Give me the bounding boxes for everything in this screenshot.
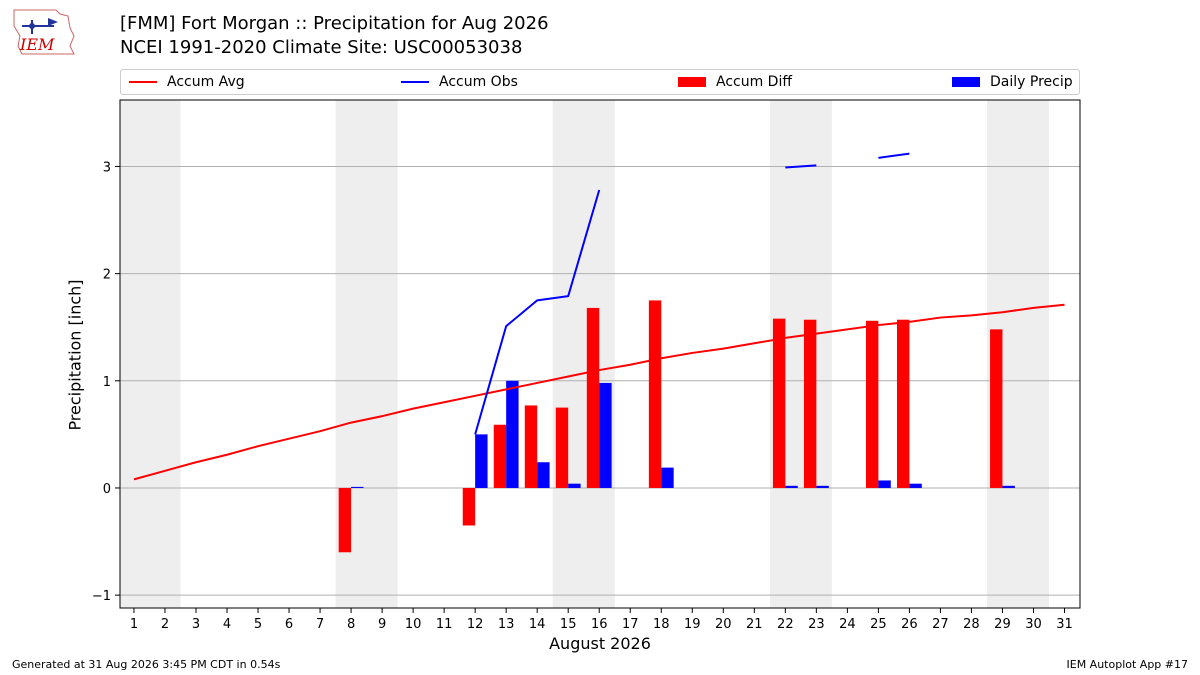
plot-frame — [119, 99, 1081, 609]
x-tick-label: 24 — [839, 617, 856, 632]
accum-diff-bar-29 — [990, 329, 1003, 488]
weekend-shade — [120, 100, 181, 608]
accum-diff-bar-8 — [338, 487, 352, 553]
daily-precip-bar-15 — [568, 483, 581, 488]
x-tick-label: 16 — [591, 617, 608, 632]
y-tick-label: 1 — [103, 375, 111, 390]
x-tick-label: 15 — [560, 617, 577, 632]
legend-line-swatch — [129, 81, 157, 83]
x-tick-label: 8 — [347, 617, 355, 632]
bars — [338, 300, 1015, 553]
accum-diff-bar-22 — [772, 318, 786, 488]
x-tick-label: 29 — [994, 617, 1011, 632]
x-tick-label: 21 — [746, 617, 763, 632]
accum-diff-bar-16 — [586, 307, 600, 488]
accum-diff-bar-25 — [865, 320, 879, 488]
daily-precip-bar-12 — [475, 434, 488, 488]
accum-diff-bar-12 — [462, 487, 476, 526]
accum-diff-bar-14 — [524, 405, 538, 488]
x-tick-label: 6 — [285, 617, 293, 632]
y-gridlines — [120, 165, 1080, 596]
x-tick-label: 14 — [529, 617, 546, 632]
x-tick-label: 1 — [130, 617, 138, 632]
x-axis-label: August 2026 — [549, 634, 651, 653]
x-tick-label: 31 — [1056, 617, 1073, 632]
legend-line-swatch — [401, 81, 429, 83]
x-tick-label: 12 — [467, 617, 484, 632]
legend-item-daily-precip: Daily Precip — [952, 73, 1073, 91]
legend-label: Daily Precip — [990, 74, 1073, 90]
legend-label: Accum Avg — [167, 74, 245, 90]
daily-precip-bar-22 — [785, 485, 798, 488]
weekend-shading — [120, 100, 1049, 608]
legend-item-accum-diff: Accum Diff — [678, 73, 792, 91]
x-tick-label: 26 — [901, 617, 918, 632]
legend-label: Accum Diff — [716, 74, 793, 90]
x-tick-label: 7 — [316, 617, 324, 632]
daily-precip-bar-29 — [1002, 485, 1015, 488]
iem-logo: IEM — [13, 9, 75, 55]
x-tick-label: 23 — [808, 617, 825, 632]
accum-obs-line — [474, 189, 601, 435]
chart-title: [FMM] Fort Morgan :: Precipitation for A… — [120, 13, 549, 34]
accum-diff-bar-26 — [896, 319, 910, 488]
x-tick-label: 17 — [622, 617, 639, 632]
legend: Accum Avg Accum Obs Accum Diff Daily Pre… — [120, 69, 1080, 95]
generated-timestamp: Generated at 31 Aug 2026 3:45 PM CDT in … — [12, 658, 281, 671]
x-tick-label: 3 — [192, 617, 200, 632]
legend-bar-swatch — [678, 77, 706, 87]
logo-text: IEM — [19, 35, 55, 54]
x-tick-label: 18 — [653, 617, 670, 632]
chart-subtitle: NCEI 1991-2020 Climate Site: USC00053038 — [120, 37, 523, 58]
legend-label: Accum Obs — [439, 74, 518, 90]
daily-precip-bar-18 — [661, 467, 674, 488]
daily-precip-bar-13 — [506, 380, 519, 488]
daily-precip-bar-25 — [878, 480, 891, 488]
accum-diff-bar-23 — [803, 319, 817, 488]
accum-diff-bar-13 — [493, 424, 507, 488]
y-tick-label: 3 — [103, 160, 111, 175]
x-tick-label: 2 — [161, 617, 169, 632]
lines — [133, 152, 1065, 481]
daily-precip-bar-23 — [816, 485, 829, 488]
daily-precip-bar-16 — [599, 382, 612, 488]
daily-precip-bar-14 — [537, 462, 550, 488]
x-tick-label: 9 — [378, 617, 386, 632]
accum-obs-line — [878, 152, 910, 159]
y-tick-label: 0 — [103, 482, 111, 497]
weekend-shade — [552, 100, 615, 608]
x-tick-label: 20 — [715, 617, 732, 632]
accum-diff-bar-18 — [648, 300, 662, 488]
x-tick-label: 22 — [777, 617, 794, 632]
legend-bar-swatch — [952, 77, 980, 87]
x-tick-label: 4 — [223, 617, 231, 632]
accum-avg-line — [133, 303, 1065, 481]
x-tick-label: 11 — [436, 617, 453, 632]
weather-station-icon — [22, 18, 58, 34]
accum-diff-bar-15 — [555, 407, 569, 488]
app-credit: IEM Autoplot App #17 — [1066, 658, 1189, 671]
y-tick-label: −1 — [92, 589, 111, 604]
x-tick-label: 19 — [684, 617, 701, 632]
legend-item-accum-avg: Accum Avg — [129, 73, 245, 91]
x-tick-label: 25 — [870, 617, 887, 632]
daily-precip-bar-8 — [351, 486, 364, 488]
x-tick-label: 27 — [932, 617, 949, 632]
x-tick-label: 5 — [254, 617, 262, 632]
x-tick-label: 13 — [498, 617, 515, 632]
x-tick-label: 28 — [963, 617, 980, 632]
legend-item-accum-obs: Accum Obs — [401, 73, 518, 91]
y-tick-label: 2 — [103, 268, 111, 283]
accum-obs-line — [785, 164, 817, 169]
y-axis-label: Precipitation [inch] — [65, 279, 85, 431]
x-tick-label: 10 — [405, 617, 422, 632]
daily-precip-bar-26 — [909, 483, 922, 488]
x-tick-label: 30 — [1025, 617, 1042, 632]
